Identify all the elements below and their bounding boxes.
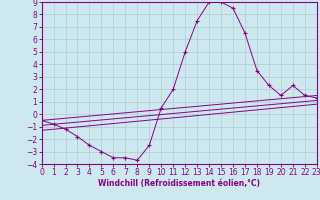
X-axis label: Windchill (Refroidissement éolien,°C): Windchill (Refroidissement éolien,°C)	[98, 179, 260, 188]
